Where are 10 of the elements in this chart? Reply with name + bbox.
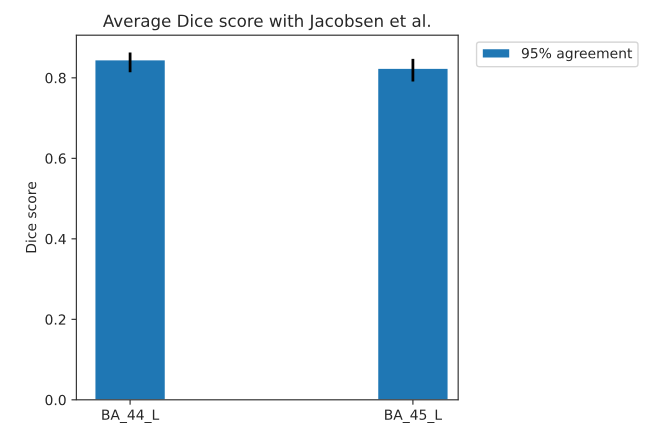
x-tick-label: BA_44_L: [102, 410, 160, 423]
legend-label: 95% agreement: [522, 48, 632, 62]
x-tick-label: BA_45_L: [385, 410, 442, 423]
y-tick-label: 0.2: [45, 314, 66, 325]
y-tick-label: 0.8: [45, 72, 66, 84]
y-tick-label: 0.4: [45, 234, 66, 244]
y-tick-label: 0.0: [45, 394, 66, 406]
y-tick-label: 0.6: [45, 153, 66, 164]
chart-title: Average Dice score with Jacobsen et al.: [103, 14, 430, 30]
y-axis-title: Dice score: [26, 182, 36, 252]
